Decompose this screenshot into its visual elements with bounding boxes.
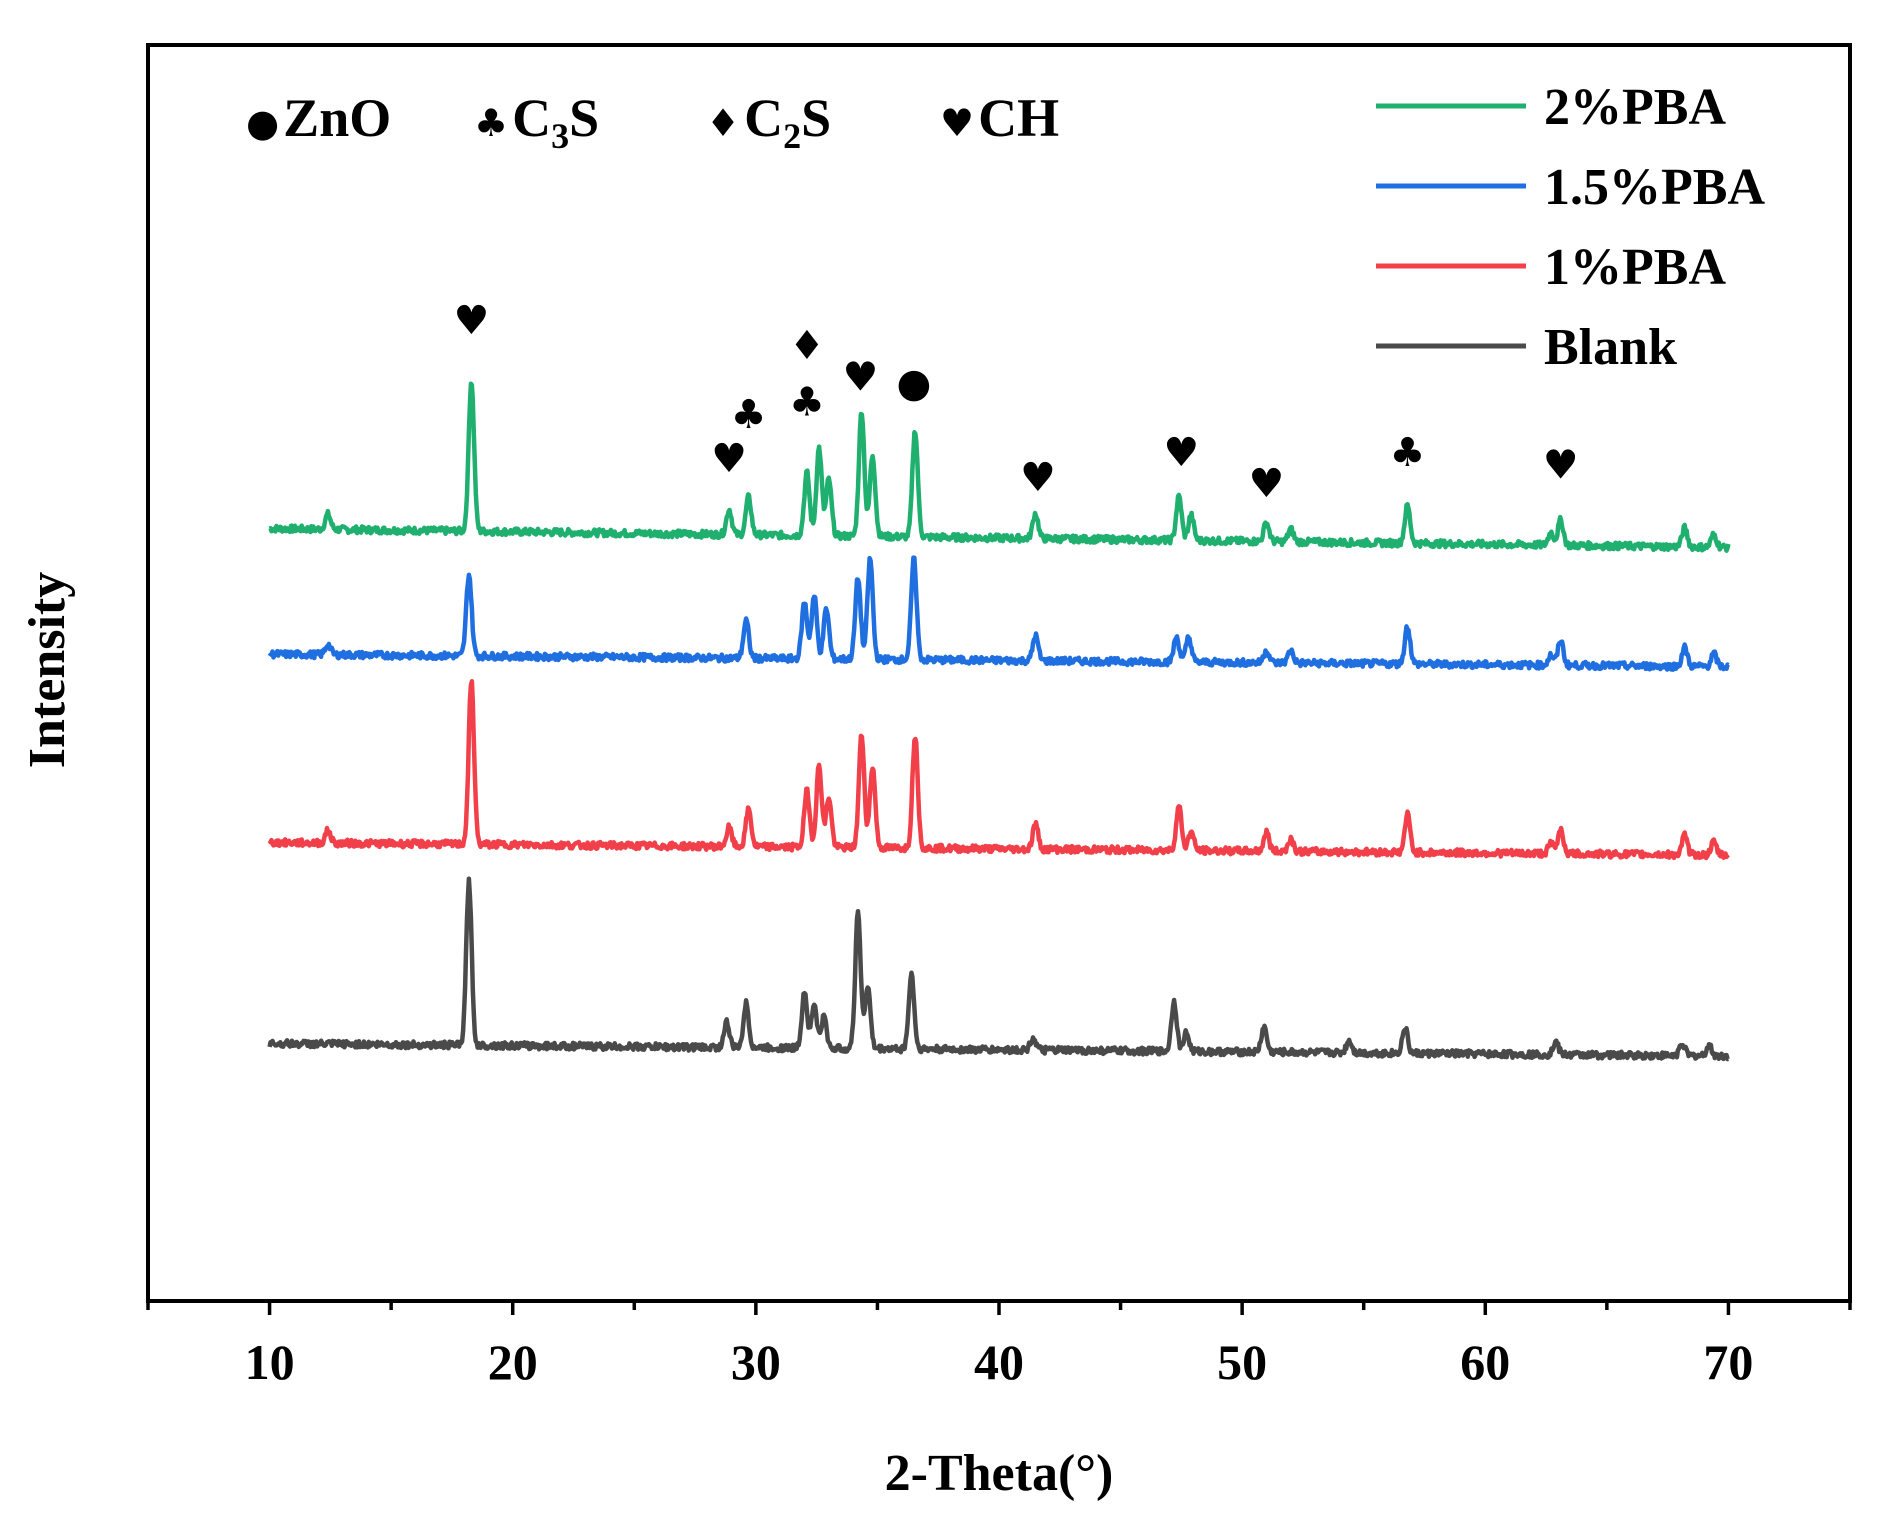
x-tick-label: 40 bbox=[974, 1334, 1024, 1390]
series-line-1-5-pba bbox=[267, 555, 1730, 672]
phase-name: C bbox=[744, 88, 783, 148]
phase-name: CH bbox=[978, 88, 1059, 148]
peak-marker: ♣ bbox=[731, 392, 767, 438]
peak-marker: ♥ bbox=[1249, 461, 1285, 507]
x-tick-label: 60 bbox=[1460, 1334, 1510, 1390]
legend-label: 1.5%PBA bbox=[1544, 159, 1765, 216]
peak-marker: ♥ bbox=[1020, 455, 1056, 501]
legend: 2%PBA 1.5%PBA 1%PBA Blank bbox=[1376, 79, 1765, 376]
plot-frame bbox=[146, 43, 1852, 1303]
phase-subscript: 3 bbox=[551, 116, 569, 156]
legend-label: 2%PBA bbox=[1544, 79, 1726, 136]
series-line-blank bbox=[267, 876, 1730, 1062]
peak-marker: ♣ bbox=[1390, 430, 1426, 476]
legend-label: Blank bbox=[1544, 319, 1677, 376]
phase-name: ZnO bbox=[283, 88, 391, 148]
peak-marker: ♥ bbox=[1163, 430, 1199, 476]
phase-symbol: ♦ bbox=[706, 101, 740, 145]
phase-symbol: ● bbox=[246, 101, 279, 145]
series-line-1-pba bbox=[267, 679, 1730, 861]
x-axis-label: 2-Theta(°) bbox=[885, 1445, 1114, 1502]
legend-label: 1%PBA bbox=[1544, 239, 1726, 296]
series-layer bbox=[267, 381, 1731, 1062]
phase-symbol: ♥ bbox=[940, 101, 974, 145]
peak-marker: ♦ bbox=[789, 323, 825, 369]
phase-symbol: ♣ bbox=[474, 101, 508, 145]
phase-suffix: S bbox=[569, 88, 599, 148]
x-axis-ticks: 10 20 30 40 50 60 70 bbox=[146, 1301, 1852, 1390]
x-tick-label: 70 bbox=[1703, 1334, 1753, 1390]
y-axis-label: Intensity bbox=[19, 572, 76, 768]
phase-key: ●ZnO ♣C3S ♦C2S ♥CH bbox=[246, 88, 1059, 156]
peak-marker: ♥ bbox=[842, 354, 878, 400]
x-tick-label: 10 bbox=[245, 1334, 295, 1390]
x-tick-label: 30 bbox=[731, 1334, 781, 1390]
phase-subscript: 2 bbox=[783, 116, 801, 156]
peak-annotations: ♥♥♣♦♣♥ ●♥♥♥♣ ♥ bbox=[453, 298, 1578, 507]
peak-marker: ♣ bbox=[789, 380, 825, 426]
peak-marker: ♥ bbox=[1543, 442, 1579, 488]
phase-suffix: S bbox=[801, 88, 831, 148]
peak-marker: ♥ bbox=[453, 298, 489, 344]
peak-marker: ♥ bbox=[711, 436, 747, 482]
phase-key-item: ♣C3S bbox=[474, 88, 599, 156]
phase-name: C bbox=[512, 88, 551, 148]
series-line-2-pba bbox=[268, 381, 1731, 553]
x-tick-label: 20 bbox=[488, 1334, 538, 1390]
phase-key-item: ♦C2S bbox=[706, 88, 831, 156]
phase-key-item: ●ZnO bbox=[246, 88, 391, 148]
phase-key-item: ♥CH bbox=[940, 88, 1059, 148]
x-tick-label: 50 bbox=[1217, 1334, 1267, 1390]
peak-marker: ● bbox=[896, 361, 931, 407]
